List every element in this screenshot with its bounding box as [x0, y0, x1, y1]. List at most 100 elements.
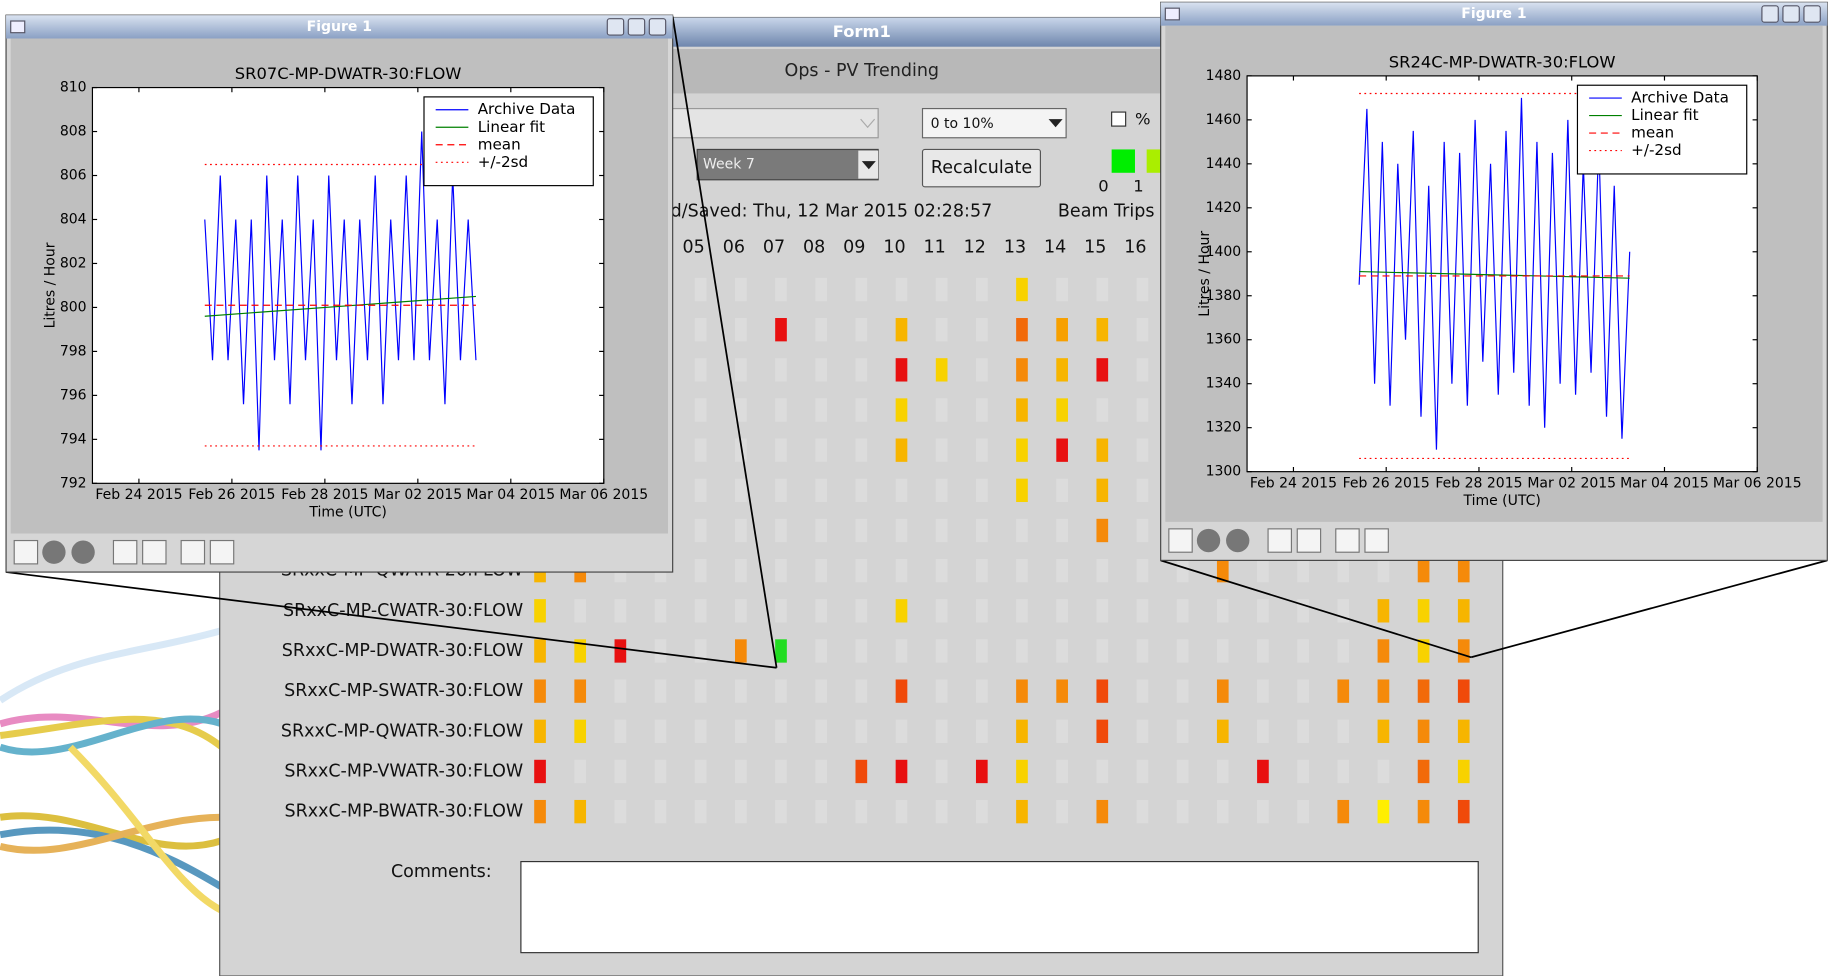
status-cell — [1378, 800, 1390, 823]
toolbar-button[interactable] — [1197, 529, 1220, 552]
y-tick-label: 798 — [60, 343, 87, 359]
empty-cell — [735, 278, 747, 301]
empty-cell — [1096, 559, 1108, 582]
comments-label: Comments: — [391, 862, 492, 882]
y-tick-label: 800 — [60, 299, 87, 315]
hour-header: 10 — [883, 238, 905, 258]
empty-cell — [1378, 559, 1390, 582]
empty-cell — [615, 599, 627, 622]
toolbar-button[interactable] — [1268, 529, 1291, 552]
window-button[interactable] — [649, 19, 665, 35]
empty-cell — [815, 559, 827, 582]
empty-cell — [775, 519, 787, 542]
empty-cell — [775, 438, 787, 461]
hour-header: 07 — [763, 238, 785, 258]
empty-cell — [1137, 760, 1149, 783]
status-cell — [574, 720, 586, 743]
empty-cell — [1016, 599, 1028, 622]
toolbar-button[interactable] — [143, 541, 166, 564]
combo-disabled[interactable] — [672, 109, 879, 138]
status-cell — [1016, 720, 1028, 743]
legend-label: Archive Data — [1631, 89, 1729, 107]
empty-cell — [735, 318, 747, 341]
hour-header: 05 — [683, 238, 705, 258]
screen: Form1 Ops - PV Trending 0 to 10% Week 7 … — [0, 0, 1831, 976]
status-cell — [1096, 720, 1108, 743]
status-cell — [1337, 800, 1349, 823]
empty-cell — [1337, 760, 1349, 783]
window-button[interactable] — [1762, 6, 1778, 22]
empty-cell — [1137, 479, 1149, 502]
empty-cell — [695, 599, 707, 622]
row-label: SRxxC-MP-BWATR-30:FLOW — [285, 802, 524, 822]
status-cell — [896, 599, 908, 622]
empty-cell — [735, 760, 747, 783]
toolbar-button[interactable] — [71, 541, 94, 564]
empty-cell — [976, 438, 988, 461]
empty-cell — [695, 318, 707, 341]
empty-cell — [655, 800, 667, 823]
status-cell — [534, 639, 546, 662]
row-label: SRxxC-MP-SWATR-30:FLOW — [284, 681, 523, 701]
empty-cell — [1257, 679, 1269, 702]
hour-header: 06 — [723, 238, 745, 258]
legend-label: Linear fit — [1631, 106, 1698, 124]
toolbar-button[interactable] — [1336, 529, 1359, 552]
status-cell — [574, 800, 586, 823]
empty-cell — [1297, 559, 1309, 582]
window-button[interactable] — [628, 19, 644, 35]
status-cell — [1016, 479, 1028, 502]
empty-cell — [936, 438, 948, 461]
status-cell — [1056, 438, 1068, 461]
empty-cell — [695, 800, 707, 823]
toolbar-button[interactable] — [210, 541, 233, 564]
status-cell — [1056, 679, 1068, 702]
toolbar-button[interactable] — [113, 541, 136, 564]
x-tick-label: Feb 26 2015 — [1343, 475, 1430, 491]
empty-cell — [1137, 800, 1149, 823]
empty-cell — [735, 720, 747, 743]
toolbar-button[interactable] — [1365, 529, 1388, 552]
empty-cell — [1096, 278, 1108, 301]
window-button[interactable] — [1783, 6, 1799, 22]
empty-cell — [976, 599, 988, 622]
empty-cell — [815, 398, 827, 421]
empty-cell — [936, 800, 948, 823]
empty-cell — [976, 559, 988, 582]
toolbar-button[interactable] — [1169, 529, 1192, 552]
empty-cell — [1337, 559, 1349, 582]
page: Form1 Ops - PV Trending 0 to 10% Week 7 … — [0, 0, 1831, 976]
empty-cell — [1137, 278, 1149, 301]
status-cell — [1458, 720, 1470, 743]
status-cell — [1257, 760, 1269, 783]
empty-cell — [735, 559, 747, 582]
empty-cell — [855, 720, 867, 743]
empty-cell — [1177, 720, 1189, 743]
toolbar-button[interactable] — [1297, 529, 1320, 552]
empty-cell — [775, 559, 787, 582]
window-button[interactable] — [1804, 6, 1820, 22]
row-label: SRxxC-MP-VWATR-30:FLOW — [284, 761, 523, 781]
toolbar-button[interactable] — [42, 541, 65, 564]
empty-cell — [1137, 438, 1149, 461]
empty-cell — [775, 398, 787, 421]
empty-cell — [815, 438, 827, 461]
window-button[interactable] — [607, 19, 623, 35]
empty-cell — [815, 599, 827, 622]
toolbar-button[interactable] — [14, 541, 37, 564]
empty-cell — [976, 679, 988, 702]
x-tick-label: Feb 28 2015 — [1435, 475, 1522, 491]
toolbar-button[interactable] — [181, 541, 204, 564]
window-menu-icon — [11, 21, 25, 33]
checkbox[interactable] — [1112, 112, 1126, 126]
empty-cell — [574, 760, 586, 783]
empty-cell — [655, 760, 667, 783]
empty-cell — [976, 519, 988, 542]
toolbar-button[interactable] — [1226, 529, 1249, 552]
status-cell — [1217, 720, 1229, 743]
empty-cell — [936, 318, 948, 341]
x-tick-label: Mar 04 2015 — [466, 487, 555, 503]
status-cell — [1378, 679, 1390, 702]
comments-box[interactable] — [521, 862, 1478, 953]
status-cell — [896, 760, 908, 783]
